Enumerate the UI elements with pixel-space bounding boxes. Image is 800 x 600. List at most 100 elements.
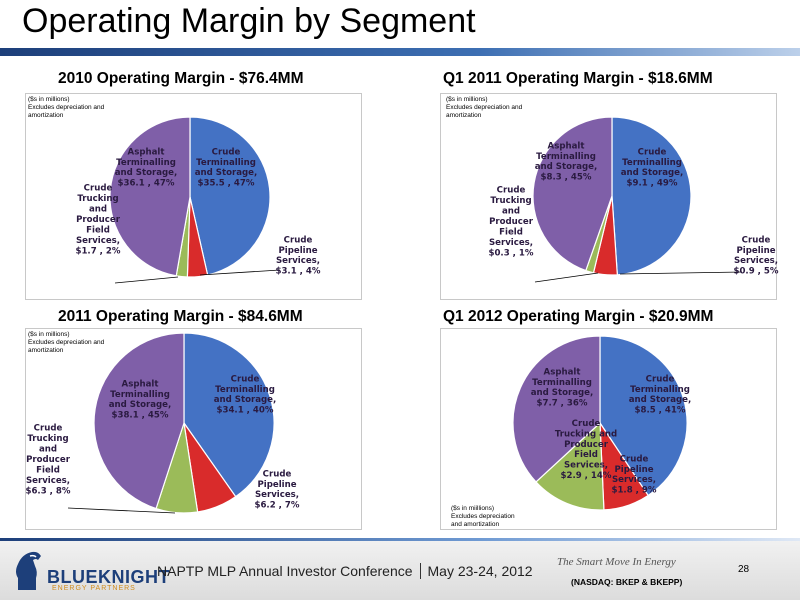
slice-label-line: and Storage, (195, 168, 258, 178)
note-line: Excludes depreciation and (28, 104, 105, 111)
pie-slice-crude-terminalling (611, 116, 692, 276)
slice-label-line: and Storage, (109, 400, 172, 410)
slice-label-line: Services, (612, 475, 656, 485)
slice-label-line: Pipeline (257, 480, 296, 490)
slice-label-line: $8.3 , 45% (540, 173, 591, 183)
slide-title: Operating Margin by Segment (22, 2, 476, 40)
pie-slice-crude-terminalling (189, 116, 271, 276)
slice-label-line: Asphalt (544, 367, 581, 377)
slice-label-line: Services, (276, 256, 320, 266)
slice-label-line: and Storage, (629, 395, 692, 405)
slice-label-line: Crude (497, 186, 526, 196)
pie-slice-asphalt (512, 335, 601, 483)
slice-label-line: Services, (255, 490, 299, 500)
slice-label-line: Crude (638, 147, 667, 157)
slice-label-crude-terminalling: Crude Terminalling and Storage, $34.1 , 40% (214, 374, 277, 415)
slice-label-crude-trucking: Crude Trucking and Producer Field Services, $0… (488, 186, 533, 259)
note-line: amortization (446, 112, 482, 119)
slice-label-line: Crude (646, 374, 675, 384)
note-line: ($s in millions) (28, 96, 70, 103)
chart-title-2010: 2010 Operating Margin - $76.4MM (58, 70, 304, 87)
company-tagline: The Smart Move In Energy (557, 556, 676, 568)
slice-label-line: Terminalling (622, 158, 682, 168)
slice-label-line: Terminalling (532, 378, 592, 388)
slice-label-line: $2.9 , 14% (560, 471, 611, 481)
slice-label-line: Services, (564, 461, 608, 471)
chart-title-2011: 2011 Operating Margin - $84.6MM (58, 308, 303, 325)
ticker-symbols: (NASDAQ: BKEP & BKEPP) (571, 577, 683, 587)
note-line: amortization (28, 347, 64, 354)
pie-slice-asphalt (532, 116, 613, 272)
slice-label-line: Pipeline (614, 465, 653, 475)
slice-label-line: Pipeline (278, 246, 317, 256)
slice-label-line: Terminalling (630, 385, 690, 395)
footer-accent-line (0, 538, 800, 541)
slice-label-line: Asphalt (122, 379, 159, 389)
note-line: and amortization (451, 521, 500, 528)
footer-separator (419, 563, 421, 579)
slice-label-line: Asphalt (128, 147, 165, 157)
slice-label-line: Trucking and (555, 429, 617, 439)
pie-slice-crude-trucking (535, 421, 605, 511)
pie-slice-asphalt (109, 116, 191, 277)
pie-chart-3: Crude Terminalling and Storage, $8.5 , 41%C… (512, 335, 692, 511)
pie-chart-1: Crude Terminalling and Storage, $9.1 , 49%C… (488, 116, 779, 283)
slice-label-line: Field (36, 465, 60, 475)
slice-label-line: Crude (284, 235, 313, 245)
slice-label-line: and (39, 445, 57, 455)
slice-label-line: Services, (489, 238, 533, 248)
slice-label-line: Trucking (27, 434, 68, 444)
slice-label-line: and Storage, (115, 168, 178, 178)
slice-label-line: Producer (76, 215, 121, 225)
slice-label-line: $6.2 , 7% (254, 501, 299, 511)
slice-label-line: Crude (231, 374, 260, 384)
chart-title-q1-2012: Q1 2012 Operating Margin - $20.9MM (443, 308, 714, 325)
slice-label-line: Services, (734, 256, 778, 266)
slice-label-line: and Storage, (531, 388, 594, 398)
slice-label-crude-terminalling: Crude Terminalling and Storage, $8.5 , 41% (629, 374, 692, 415)
footer-conference: NAPTP MLP Annual Investor Conference May … (157, 563, 533, 579)
slice-label-line: Field (499, 227, 523, 237)
slice-label-line: Producer (564, 440, 609, 450)
slice-label-line: $35.5 , 47% (197, 179, 254, 189)
slice-label-line: $36.1 , 47% (117, 179, 174, 189)
slice-label-line: Services, (26, 476, 70, 486)
slice-label-line: $34.1 , 40% (216, 406, 273, 416)
slice-label-crude-terminalling: Crude Terminalling and Storage, $9.1 , 49% (621, 147, 684, 188)
slice-label-line: Terminalling (196, 158, 256, 168)
footer-background (0, 538, 800, 600)
slice-label-line: Crude (84, 184, 113, 194)
slice-label-line: Asphalt (548, 141, 585, 151)
chart-note-2011: ($s in millions) Excludes depreciation a… (28, 331, 104, 355)
slice-label-line: Field (86, 225, 110, 235)
conference-name: NAPTP MLP Annual Investor Conference (157, 563, 413, 579)
leader-line-crude-pipeline (199, 269, 281, 276)
slice-label-line: Terminalling (110, 390, 170, 400)
chart-note-q1-2012: ($s in miillions) Excludes depreciation … (451, 505, 515, 529)
slice-label-line: Crude (572, 419, 601, 429)
company-logo-subtitle: ENERGY PARTNERS (52, 585, 136, 592)
slice-label-line: $0.3 , 1% (488, 248, 533, 258)
slice-label-line: $3.1 , 4% (275, 267, 320, 277)
slice-label-crude-trucking: Crude Trucking and Producer Field Services, $… (555, 419, 617, 481)
slice-label-crude-pipeline: Crude Pipeline Services, $6.2 , 7% (254, 469, 299, 510)
note-line: Excludes depreciation and (28, 339, 105, 346)
slice-label-line: $1.8 , 9% (611, 486, 656, 496)
slice-label-line: and (502, 207, 520, 217)
slice-label-line: $38.1 , 45% (111, 411, 168, 421)
slice-label-line: and (89, 205, 107, 215)
slice-label-line: Trucking (490, 196, 531, 206)
slice-label-line: $1.7 , 2% (75, 246, 120, 256)
note-line: amortization (28, 112, 64, 119)
pie-slice-crude-terminalling (183, 332, 275, 498)
slice-label-line: Terminalling (116, 158, 176, 168)
note-line: ($s in miillions) (451, 505, 494, 512)
slice-label-line: and Storage, (214, 395, 277, 405)
slice-label-line: Terminalling (215, 385, 275, 395)
slice-label-crude-trucking: Crude Trucking and Producer Field Services, $6… (25, 424, 70, 497)
slice-label-asphalt: Asphalt Terminalling and Storage, $7.7 , 36… (531, 367, 594, 408)
slice-label-line: Producer (26, 455, 71, 465)
note-line: Excludes depreciation (451, 513, 515, 520)
leader-line-crude-trucking (67, 507, 176, 514)
